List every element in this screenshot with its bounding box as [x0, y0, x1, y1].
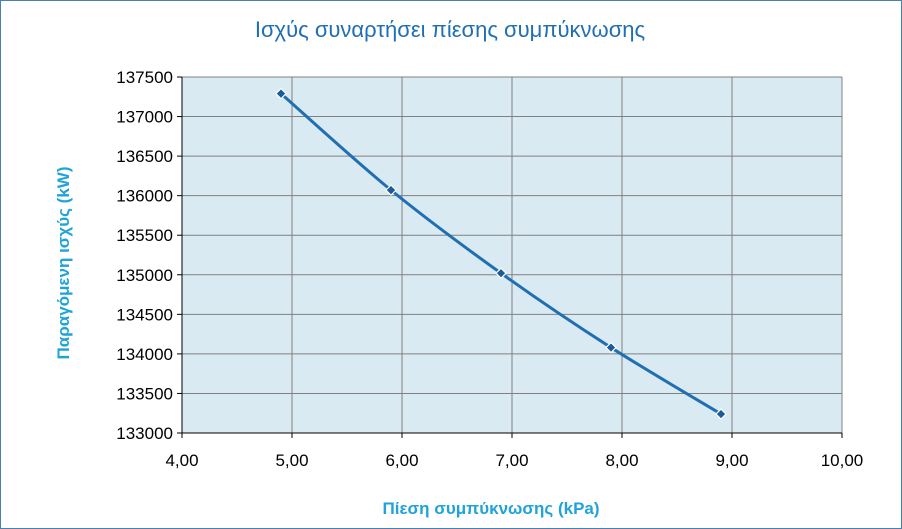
y-tick-label: 135000: [116, 266, 173, 285]
x-tick-label: 4,00: [165, 451, 198, 470]
y-tick-label: 136000: [116, 187, 173, 206]
data-series: [275, 87, 727, 420]
y-tick-label: 133000: [116, 424, 173, 443]
y-tick-label: 137000: [116, 108, 173, 127]
x-tick-label: 5,00: [275, 451, 308, 470]
x-tick-label: 10,00: [821, 451, 864, 470]
grid: [182, 76, 843, 433]
y-tick-label: 134500: [116, 305, 173, 324]
y-tick-label: 137500: [116, 68, 173, 87]
x-tick-label: 8,00: [605, 451, 638, 470]
y-axis-title: Παραγόμενη ισχύς (kW): [54, 167, 73, 360]
y-tick-label: 136500: [116, 147, 173, 166]
data-point-marker: [385, 184, 397, 196]
chart-title: Ισχύς συναρτήσει πίεσης συμπύκνωσης: [255, 17, 645, 42]
x-axis-title: Πίεση συμπύκνωσης (kPa): [382, 499, 599, 518]
y-tick-label: 134000: [116, 345, 173, 364]
data-point-marker: [275, 87, 287, 100]
y-tick-label: 133500: [116, 384, 173, 403]
data-point-marker: [605, 341, 617, 354]
axes: [177, 76, 843, 438]
x-tick-label: 7,00: [495, 451, 528, 470]
x-tick-label: 6,00: [385, 451, 418, 470]
y-tick-label: 135500: [116, 226, 173, 245]
tick-labels: 133000 133500 134000 134500 135000 135500 1360…: [116, 68, 863, 470]
data-point-marker: [715, 408, 727, 420]
data-point-marker: [495, 267, 507, 280]
x-tick-label: 9,00: [715, 451, 748, 470]
